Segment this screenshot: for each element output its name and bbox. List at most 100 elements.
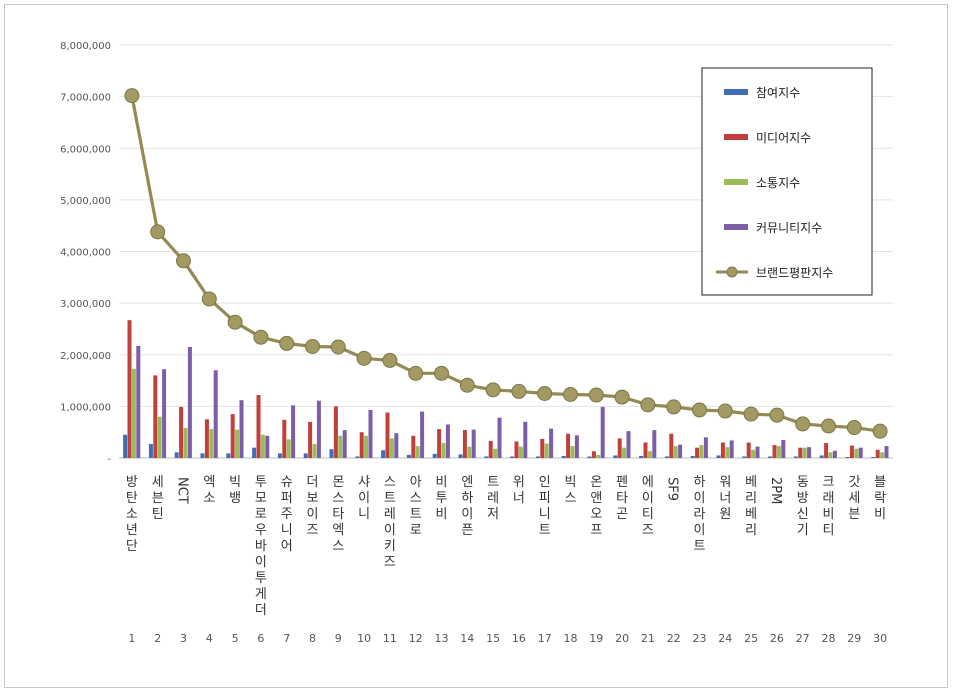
line-point: [382, 352, 398, 368]
bar-커뮤니티지수: [265, 435, 270, 458]
chart-frame: - 1,000,000 2,000,000 3,000,000 4,000,000 5,0…: [4, 4, 948, 688]
x-rank-label: 30: [873, 632, 887, 645]
bar-소통지수: [209, 429, 214, 458]
bar-참여지수: [174, 452, 179, 458]
bar-참여지수: [432, 453, 437, 458]
bar-소통지수: [828, 452, 833, 458]
y-tick-label: 2,000,000: [60, 351, 111, 362]
x-rank-label: 28: [822, 632, 836, 645]
bar-커뮤니티지수: [729, 440, 734, 458]
line-point: [434, 365, 449, 381]
x-rank-label: 17: [538, 632, 552, 645]
bar-소통지수: [673, 446, 678, 458]
line-point: [459, 377, 475, 393]
bar-소통지수: [751, 449, 756, 458]
bar-참여지수: [510, 456, 515, 458]
bar-미디어지수: [591, 451, 596, 458]
x-rank-label: 25: [744, 632, 758, 645]
bar-미디어지수: [411, 435, 416, 458]
legend-swatch: [724, 224, 748, 230]
bar-커뮤니티지수: [187, 347, 192, 458]
x-rank-label: 26: [770, 632, 784, 645]
x-rank-label: 12: [409, 632, 423, 645]
bar-미디어지수: [385, 412, 390, 458]
bar-참여지수: [252, 447, 257, 458]
bar-커뮤니티지수: [342, 430, 347, 458]
bar-미디어지수: [875, 449, 880, 458]
bar-참여지수: [535, 456, 540, 458]
y-tick-label: 1,000,000: [60, 402, 111, 413]
legend-label: 미디어지수: [756, 131, 811, 145]
line-point: [846, 420, 862, 436]
bar-소통지수: [725, 447, 730, 458]
bar-소통지수: [467, 446, 472, 458]
bar-미디어지수: [617, 438, 622, 458]
bar-참여지수: [561, 455, 566, 458]
bar-참여지수: [819, 455, 824, 458]
bar-소통지수: [389, 438, 394, 458]
bar-참여지수: [226, 453, 231, 458]
bar-참여지수: [355, 456, 360, 458]
y-tick-label: 8,000,000: [60, 41, 111, 52]
bar-미디어지수: [308, 421, 313, 458]
bar-참여지수: [200, 453, 205, 458]
x-rank-label: 7: [283, 632, 290, 645]
y-tick-label: 5,000,000: [60, 196, 111, 207]
bar-소통지수: [260, 434, 265, 458]
bar-참여지수: [613, 455, 618, 458]
bar-소통지수: [647, 451, 652, 458]
bar-소통지수: [183, 428, 188, 458]
bar-미디어지수: [256, 395, 261, 458]
bar-소통지수: [415, 446, 420, 458]
bar-소통지수: [596, 454, 601, 458]
line-point: [227, 314, 243, 330]
bar-커뮤니티지수: [239, 400, 244, 458]
bar-참여지수: [768, 456, 773, 458]
bar-커뮤니티지수: [832, 450, 837, 458]
bar-미디어지수: [127, 320, 132, 458]
bar-미디어지수: [359, 432, 364, 458]
bar-소통지수: [312, 444, 317, 458]
x-rank-label: 1: [128, 632, 135, 645]
x-rank-label: 14: [460, 632, 474, 645]
bar-소통지수: [622, 447, 627, 458]
x-rank-label: 20: [615, 632, 629, 645]
bar-커뮤니티지수: [523, 421, 528, 458]
bar-소통지수: [570, 446, 575, 458]
x-rank-label: 27: [796, 632, 810, 645]
bar-미디어지수: [462, 430, 467, 458]
legend-label: 소통지수: [756, 176, 800, 190]
line-point: [511, 383, 527, 399]
bar-미디어지수: [437, 429, 442, 458]
bar-소통지수: [518, 446, 523, 458]
bar-참여지수: [484, 456, 489, 458]
x-rank-label: 2: [154, 632, 161, 645]
bar-커뮤니티지수: [213, 370, 218, 458]
bar-커뮤니티지수: [626, 431, 631, 458]
x-rank-label: 4: [206, 632, 213, 645]
x-rank-label: 11: [383, 632, 397, 645]
x-rank-label: 8: [309, 632, 316, 645]
line-point: [614, 389, 630, 405]
bar-커뮤니티지수: [884, 446, 889, 458]
line-point: [305, 338, 320, 354]
bar-미디어지수: [566, 433, 571, 458]
bar-미디어지수: [333, 406, 338, 458]
x-category-label: NCT: [175, 477, 190, 504]
brand-index-line: [124, 88, 888, 439]
x-rank-label: 19: [589, 632, 603, 645]
legend-swatch: [724, 134, 748, 140]
bar-참여지수: [716, 455, 721, 458]
x-rank-label: 9: [335, 632, 342, 645]
